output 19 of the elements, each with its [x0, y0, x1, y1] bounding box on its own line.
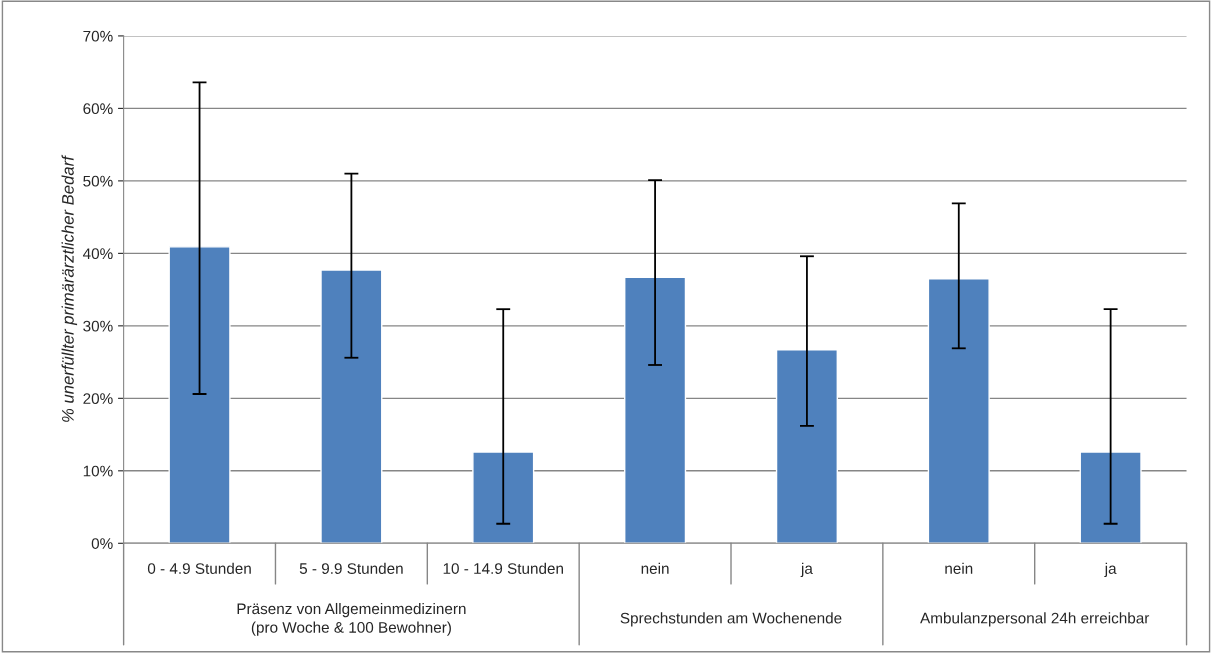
x-tick-label: nein — [641, 562, 669, 574]
y-tick-label: 10% — [83, 465, 113, 477]
y-tick-label: 0% — [91, 538, 113, 549]
text: Sprechstunden am Wochenende — [620, 612, 842, 627]
x-tick-label: ja — [800, 562, 813, 577]
y-tick-label: 70% — [83, 30, 113, 42]
x-tick-label: 5 - 9.9 Stunden — [299, 562, 403, 574]
y-axis-title: % unerfüllter primärärztlicher Bedarf — [61, 154, 78, 422]
x-tick-label: ja — [1104, 562, 1117, 577]
text: Präsenz von Allgemeinmedizinern (pro Woche & 100 Bewohner) — [237, 602, 466, 636]
y-tick-label: 60% — [83, 103, 113, 115]
y-tick-label: 40% — [82, 248, 113, 260]
y-tick-label: 30% — [83, 320, 113, 332]
x-tick-label: nein — [945, 562, 973, 574]
text: Ambulanzpersonal 24h erreichbar — [920, 612, 1150, 627]
x-tick-label: 10 - 14.9 Stunden — [443, 562, 563, 574]
x-tick-label: 0 - 4.9 Stunden — [147, 562, 251, 574]
y-tick-label: 50% — [83, 175, 113, 187]
y-tick-label: 20% — [83, 393, 113, 405]
